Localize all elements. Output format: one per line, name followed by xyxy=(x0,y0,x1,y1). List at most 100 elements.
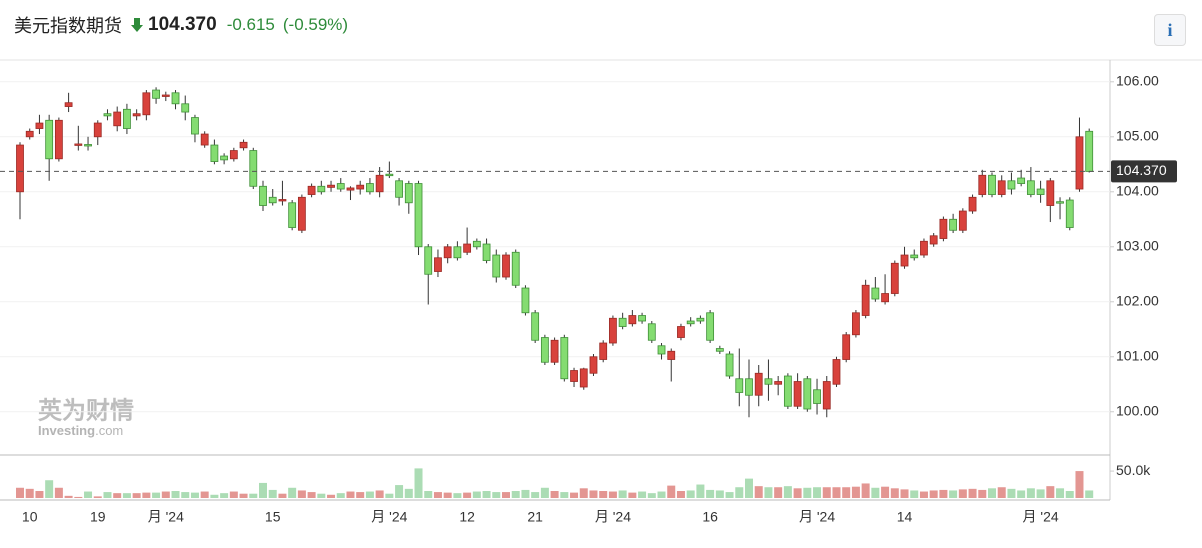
volume-bar xyxy=(472,491,481,498)
volume-bar xyxy=(1026,488,1035,498)
volume-bar xyxy=(696,484,705,498)
x-tick-label: 月 '24 xyxy=(148,509,184,525)
candle-body xyxy=(161,94,170,97)
volume-bar xyxy=(375,490,384,498)
candle-body xyxy=(531,312,540,341)
volume-bar xyxy=(579,488,588,498)
candle-body xyxy=(832,359,841,385)
candle-body xyxy=(949,218,958,231)
volume-bar xyxy=(647,493,656,498)
volume-bar xyxy=(929,490,938,498)
candle-body xyxy=(35,122,44,129)
candle-body xyxy=(560,337,569,380)
candle-body xyxy=(754,372,763,396)
volume-bar xyxy=(35,491,44,498)
candle-body xyxy=(890,262,899,294)
volume-bar xyxy=(64,495,73,498)
volume-bar xyxy=(939,489,948,498)
volume-bar xyxy=(152,492,161,498)
candle-body xyxy=(1075,136,1084,190)
candle-body xyxy=(1026,180,1035,195)
candle-body xyxy=(268,196,277,204)
volume-bar xyxy=(988,488,996,498)
volume-bar xyxy=(1085,490,1094,498)
volume-bar xyxy=(25,488,34,498)
y-tick-label: 105.00 xyxy=(1116,127,1159,143)
volume-bar xyxy=(288,487,297,498)
candle-body xyxy=(813,389,821,404)
candle-body xyxy=(132,113,141,117)
candle-body xyxy=(540,337,549,363)
y-tick-label: 102.00 xyxy=(1116,292,1159,308)
candle-body xyxy=(968,196,977,212)
volume-bar xyxy=(958,489,967,498)
volume-bar xyxy=(570,492,579,498)
volume-bar xyxy=(229,491,238,498)
candle-body xyxy=(793,381,802,407)
volume-bar xyxy=(395,485,404,498)
x-tick-label: 月 '24 xyxy=(371,509,407,525)
candle-body xyxy=(123,108,131,129)
volume-bar xyxy=(560,492,569,498)
candle-body xyxy=(628,315,637,325)
candle-body xyxy=(997,180,1006,195)
volume-bar xyxy=(453,493,462,498)
y-tick-label: 100.00 xyxy=(1116,402,1159,418)
info-button[interactable]: i xyxy=(1154,14,1186,46)
volume-bar xyxy=(881,486,890,498)
candle-body xyxy=(171,92,180,105)
watermark-brand: Investing.com xyxy=(38,423,123,438)
candle-body xyxy=(618,317,627,327)
x-tick-label: 月 '24 xyxy=(799,509,835,525)
candle-body xyxy=(502,254,510,278)
volume-bar xyxy=(142,492,151,498)
volume-bar xyxy=(259,482,267,498)
volume-bar xyxy=(949,490,958,498)
candle-body xyxy=(84,144,92,147)
candle-body xyxy=(735,378,744,393)
title: 美元指数期货 xyxy=(14,16,122,36)
volume-bar xyxy=(910,490,919,498)
volume-bar xyxy=(443,492,452,498)
last-price-box xyxy=(1111,160,1177,183)
volume-bar xyxy=(1017,490,1026,498)
volume-bar xyxy=(210,494,219,498)
volume-bar xyxy=(181,492,190,498)
volume-bar xyxy=(1075,471,1084,498)
volume-bar xyxy=(890,488,899,498)
volume-bar xyxy=(657,491,666,498)
candle-body xyxy=(317,185,326,193)
candle-body xyxy=(25,130,34,138)
volume-bar xyxy=(317,493,326,498)
candle-body xyxy=(1017,177,1026,184)
candle-body xyxy=(929,235,938,245)
candle-body xyxy=(443,246,452,259)
volume-bar xyxy=(171,491,180,498)
x-tick-label: 15 xyxy=(265,509,281,525)
volume-bar xyxy=(220,493,229,498)
candle-body xyxy=(774,381,783,385)
plot: 100.00 101.00 102.00 103.00 104.00 105.00 106.… xyxy=(0,73,1177,525)
watermark-cn: 英为财情 xyxy=(38,397,134,424)
volume-bar xyxy=(764,487,773,498)
candle-body xyxy=(16,144,24,193)
volume-bar xyxy=(365,491,374,498)
volume-bar xyxy=(385,493,394,498)
candle-body xyxy=(220,155,229,161)
x-tick-label: 月 '24 xyxy=(595,509,631,525)
candle-body xyxy=(939,218,948,239)
candle-body xyxy=(638,315,646,322)
volume-bar xyxy=(45,480,54,498)
header: 美元指数期货 104.370 -0.615 (-0.59%) xyxy=(14,12,348,38)
down-arrow xyxy=(131,18,143,32)
candle-body xyxy=(521,287,530,314)
candle-body xyxy=(346,187,355,191)
volume-bar xyxy=(122,493,131,498)
candle-body xyxy=(657,345,666,355)
candle-body xyxy=(259,185,267,206)
volume-bar xyxy=(793,488,802,498)
volume-bar xyxy=(190,492,199,498)
candle-body xyxy=(404,183,413,204)
candle-body xyxy=(472,240,481,248)
